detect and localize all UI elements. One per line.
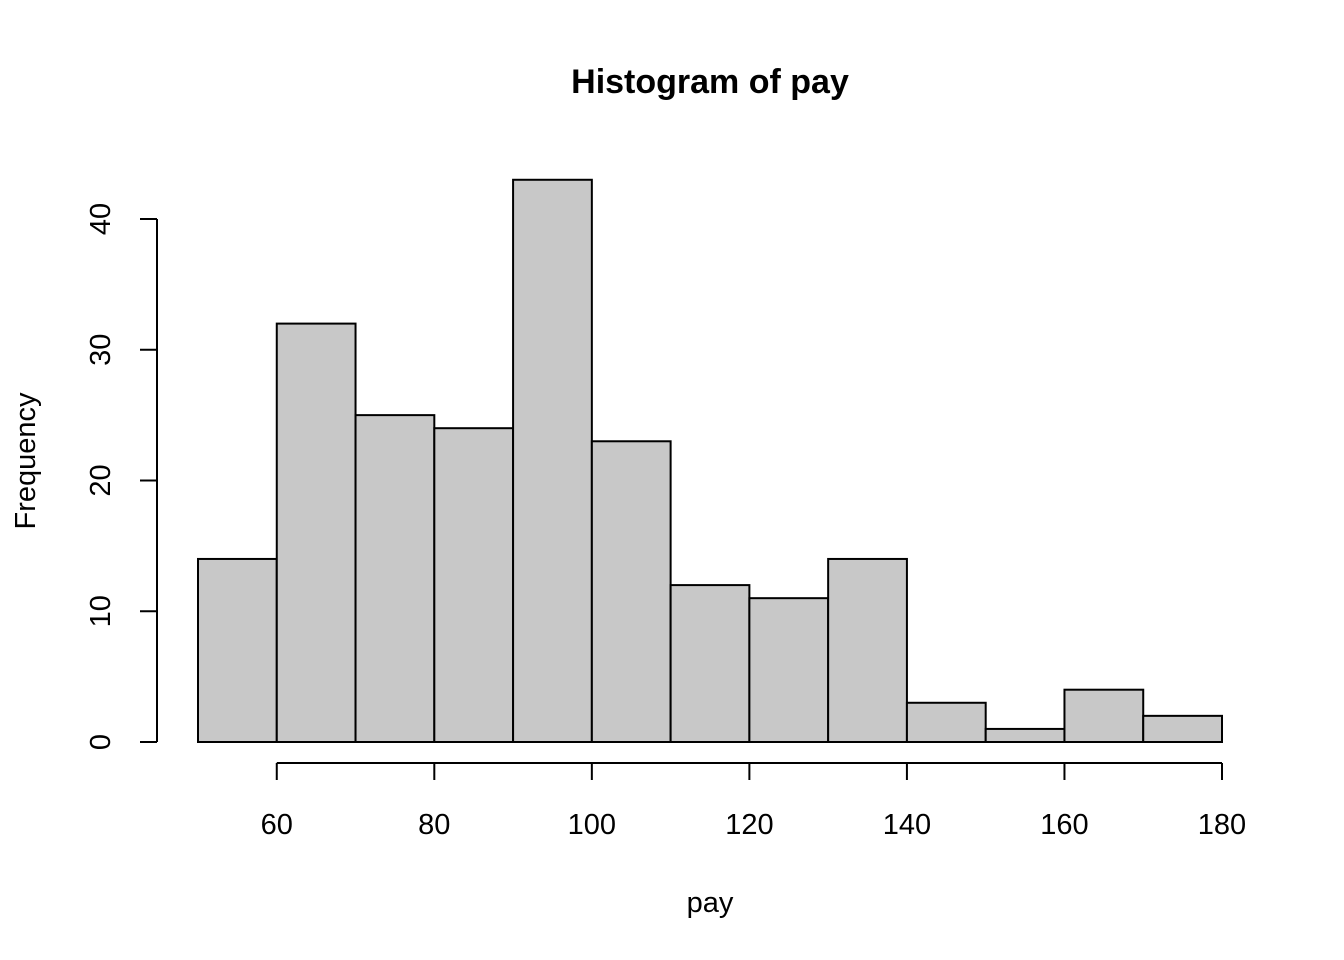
y-tick-label: 40 bbox=[85, 203, 117, 235]
x-tick-label: 180 bbox=[1198, 809, 1246, 841]
y-tick-label: 20 bbox=[85, 464, 117, 496]
x-axis: 60 80 100 120 140 160 180 bbox=[261, 762, 1246, 841]
x-tick-label: 140 bbox=[883, 809, 931, 841]
histogram-bar bbox=[748, 597, 830, 743]
chart-title: Histogram of pay bbox=[571, 63, 849, 101]
x-tick-label: 80 bbox=[418, 809, 450, 841]
bars-group bbox=[197, 178, 1223, 744]
histogram-bar bbox=[354, 414, 436, 743]
y-axis: 0 10 20 30 40 bbox=[85, 203, 158, 750]
histogram-bar bbox=[275, 322, 357, 743]
histogram-bar bbox=[197, 557, 278, 744]
y-tick-label: 10 bbox=[85, 595, 117, 627]
x-tick-label: 160 bbox=[1040, 809, 1088, 841]
y-tick-label: 0 bbox=[85, 734, 117, 750]
histogram-bar bbox=[590, 440, 672, 743]
histogram-bar bbox=[512, 178, 593, 743]
x-axis-label: pay bbox=[687, 887, 734, 919]
histogram-bar bbox=[669, 584, 751, 743]
histogram-bar bbox=[433, 427, 515, 743]
y-axis-label: Frequency bbox=[10, 392, 42, 530]
histogram-bar bbox=[827, 557, 908, 744]
histogram-bar bbox=[984, 727, 1066, 743]
histogram-bar bbox=[1142, 714, 1223, 743]
y-tick-label: 30 bbox=[85, 334, 117, 366]
x-tick-label: 100 bbox=[568, 809, 616, 841]
x-tick-label: 60 bbox=[261, 809, 293, 841]
x-tick-label: 120 bbox=[725, 809, 773, 841]
histogram-bar bbox=[905, 701, 987, 744]
histogram-bar bbox=[1063, 688, 1145, 744]
